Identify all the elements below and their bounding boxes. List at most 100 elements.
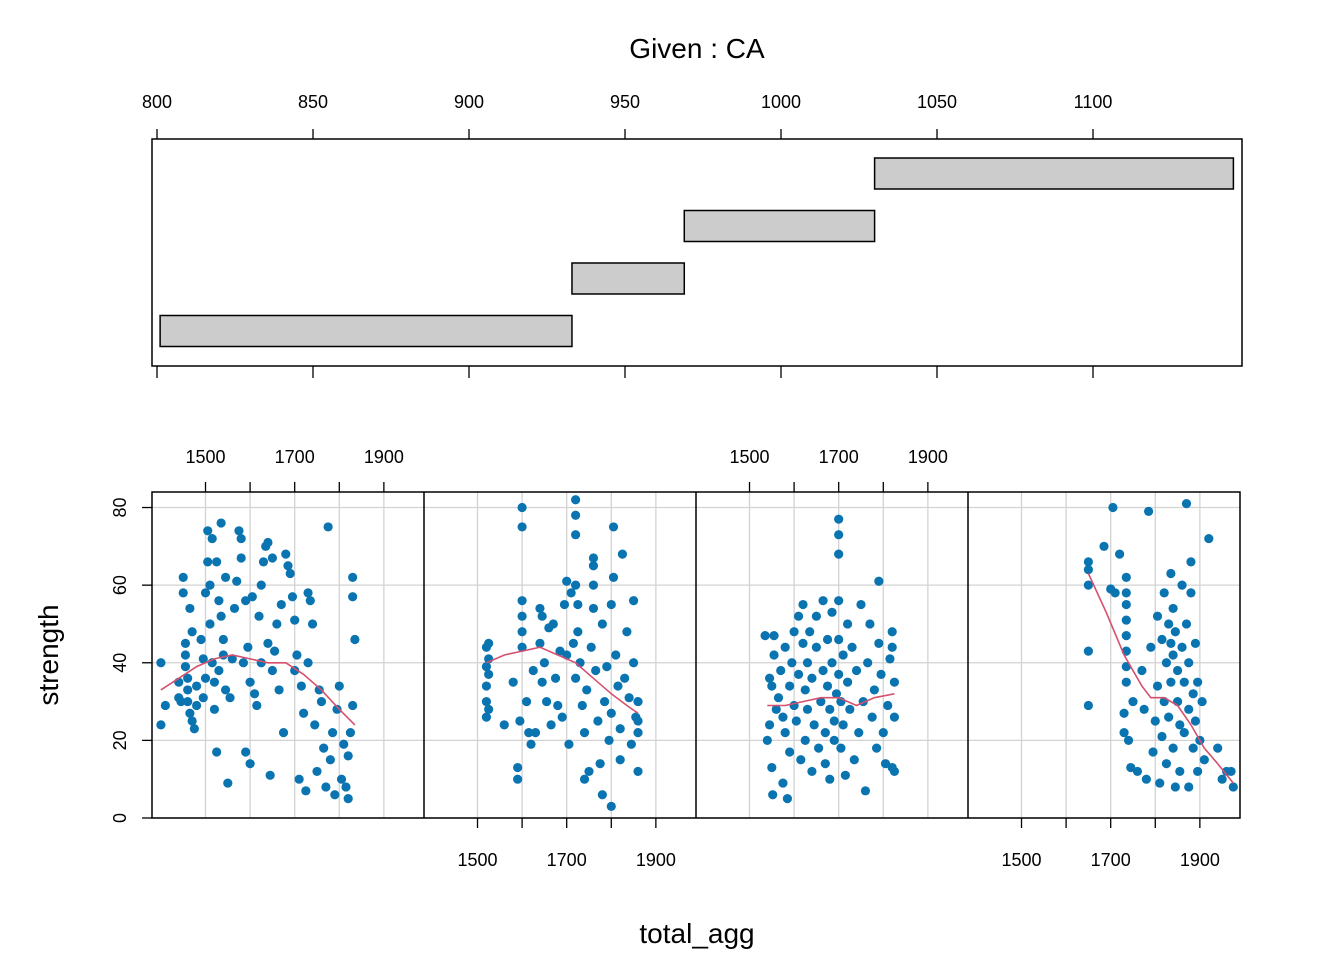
data-point bbox=[1217, 774, 1227, 784]
data-point bbox=[1170, 782, 1180, 792]
data-point bbox=[856, 599, 866, 610]
data-point bbox=[205, 580, 215, 590]
data-point bbox=[481, 696, 492, 707]
data-point bbox=[350, 634, 360, 645]
data-point bbox=[220, 685, 231, 695]
data-point bbox=[591, 665, 601, 676]
data-point bbox=[283, 561, 293, 571]
data-point bbox=[1168, 743, 1178, 753]
data-point bbox=[1164, 619, 1174, 629]
data-point bbox=[1099, 541, 1109, 551]
y-tick-label: 80 bbox=[110, 498, 130, 518]
data-point bbox=[535, 638, 545, 648]
data-point bbox=[876, 669, 886, 680]
x-tick-label: 1700 bbox=[547, 850, 587, 870]
data-point bbox=[867, 712, 877, 722]
data-point bbox=[633, 716, 643, 726]
data-point bbox=[1177, 580, 1187, 590]
data-point bbox=[615, 724, 625, 734]
data-point bbox=[573, 627, 583, 637]
data-point bbox=[1126, 762, 1136, 773]
data-point bbox=[178, 572, 188, 582]
data-point bbox=[484, 638, 494, 648]
data-point bbox=[782, 793, 793, 804]
data-point bbox=[1186, 588, 1196, 598]
data-point bbox=[1164, 712, 1174, 722]
data-point bbox=[513, 762, 523, 773]
data-point bbox=[263, 537, 273, 548]
data-point bbox=[292, 650, 302, 660]
data-point bbox=[180, 638, 191, 648]
data-point bbox=[889, 712, 900, 722]
data-point bbox=[191, 681, 202, 691]
data-point bbox=[566, 588, 576, 598]
data-point bbox=[187, 627, 197, 637]
given-tick-label: 900 bbox=[454, 92, 484, 112]
data-point bbox=[816, 696, 826, 707]
data-point bbox=[245, 759, 255, 769]
data-point bbox=[818, 665, 828, 676]
data-point bbox=[330, 790, 340, 800]
data-point bbox=[584, 766, 594, 777]
data-point bbox=[183, 696, 193, 707]
data-point bbox=[1150, 716, 1160, 726]
data-point bbox=[885, 654, 895, 664]
data-point bbox=[798, 599, 808, 610]
data-point bbox=[838, 720, 848, 730]
data-point bbox=[769, 650, 779, 660]
data-point bbox=[622, 627, 632, 637]
data-point bbox=[1123, 735, 1134, 745]
data-point bbox=[825, 704, 835, 714]
data-point bbox=[568, 638, 578, 648]
data-point bbox=[606, 599, 616, 610]
data-point bbox=[285, 568, 295, 579]
data-point bbox=[270, 646, 280, 656]
data-point bbox=[628, 596, 639, 606]
data-point bbox=[294, 774, 304, 784]
data-point bbox=[571, 495, 581, 505]
given-tick-label: 850 bbox=[298, 92, 328, 112]
data-point bbox=[573, 599, 583, 610]
data-point bbox=[869, 685, 879, 695]
data-point bbox=[553, 700, 563, 711]
data-point bbox=[229, 603, 240, 614]
data-point bbox=[521, 696, 532, 707]
data-point bbox=[1157, 731, 1167, 742]
data-point bbox=[606, 708, 616, 718]
x-tick-label: 1500 bbox=[457, 850, 497, 870]
data-point bbox=[200, 588, 211, 598]
data-point bbox=[212, 747, 222, 757]
data-point bbox=[1083, 646, 1093, 656]
given-tick-label: 1100 bbox=[1074, 92, 1113, 112]
data-point bbox=[633, 696, 643, 707]
data-point bbox=[1083, 580, 1093, 590]
given-interval-bar bbox=[873, 157, 1235, 190]
data-point bbox=[762, 735, 772, 745]
x-tick-label: 1900 bbox=[908, 447, 948, 467]
data-point bbox=[1188, 689, 1198, 699]
data-point bbox=[586, 642, 596, 652]
data-point bbox=[874, 638, 884, 648]
data-point bbox=[1166, 677, 1176, 687]
given-tick-label: 1000 bbox=[761, 92, 801, 112]
data-point bbox=[831, 689, 842, 699]
data-point bbox=[1181, 499, 1192, 509]
data-point bbox=[1181, 619, 1192, 629]
data-point bbox=[805, 627, 815, 637]
data-point bbox=[773, 693, 784, 703]
data-point bbox=[203, 526, 213, 536]
data-point bbox=[1226, 766, 1236, 777]
data-point bbox=[252, 700, 262, 711]
y-axis-label: strength bbox=[33, 604, 64, 705]
data-point bbox=[180, 662, 191, 672]
data-point bbox=[499, 720, 509, 730]
data-point bbox=[791, 716, 801, 726]
data-point bbox=[807, 766, 817, 777]
panel-1: 1500 1700 1900 bbox=[152, 447, 424, 819]
data-point bbox=[588, 603, 599, 614]
data-point bbox=[615, 755, 625, 765]
data-point bbox=[345, 728, 356, 738]
data-point bbox=[834, 634, 844, 645]
data-point bbox=[1168, 650, 1178, 660]
